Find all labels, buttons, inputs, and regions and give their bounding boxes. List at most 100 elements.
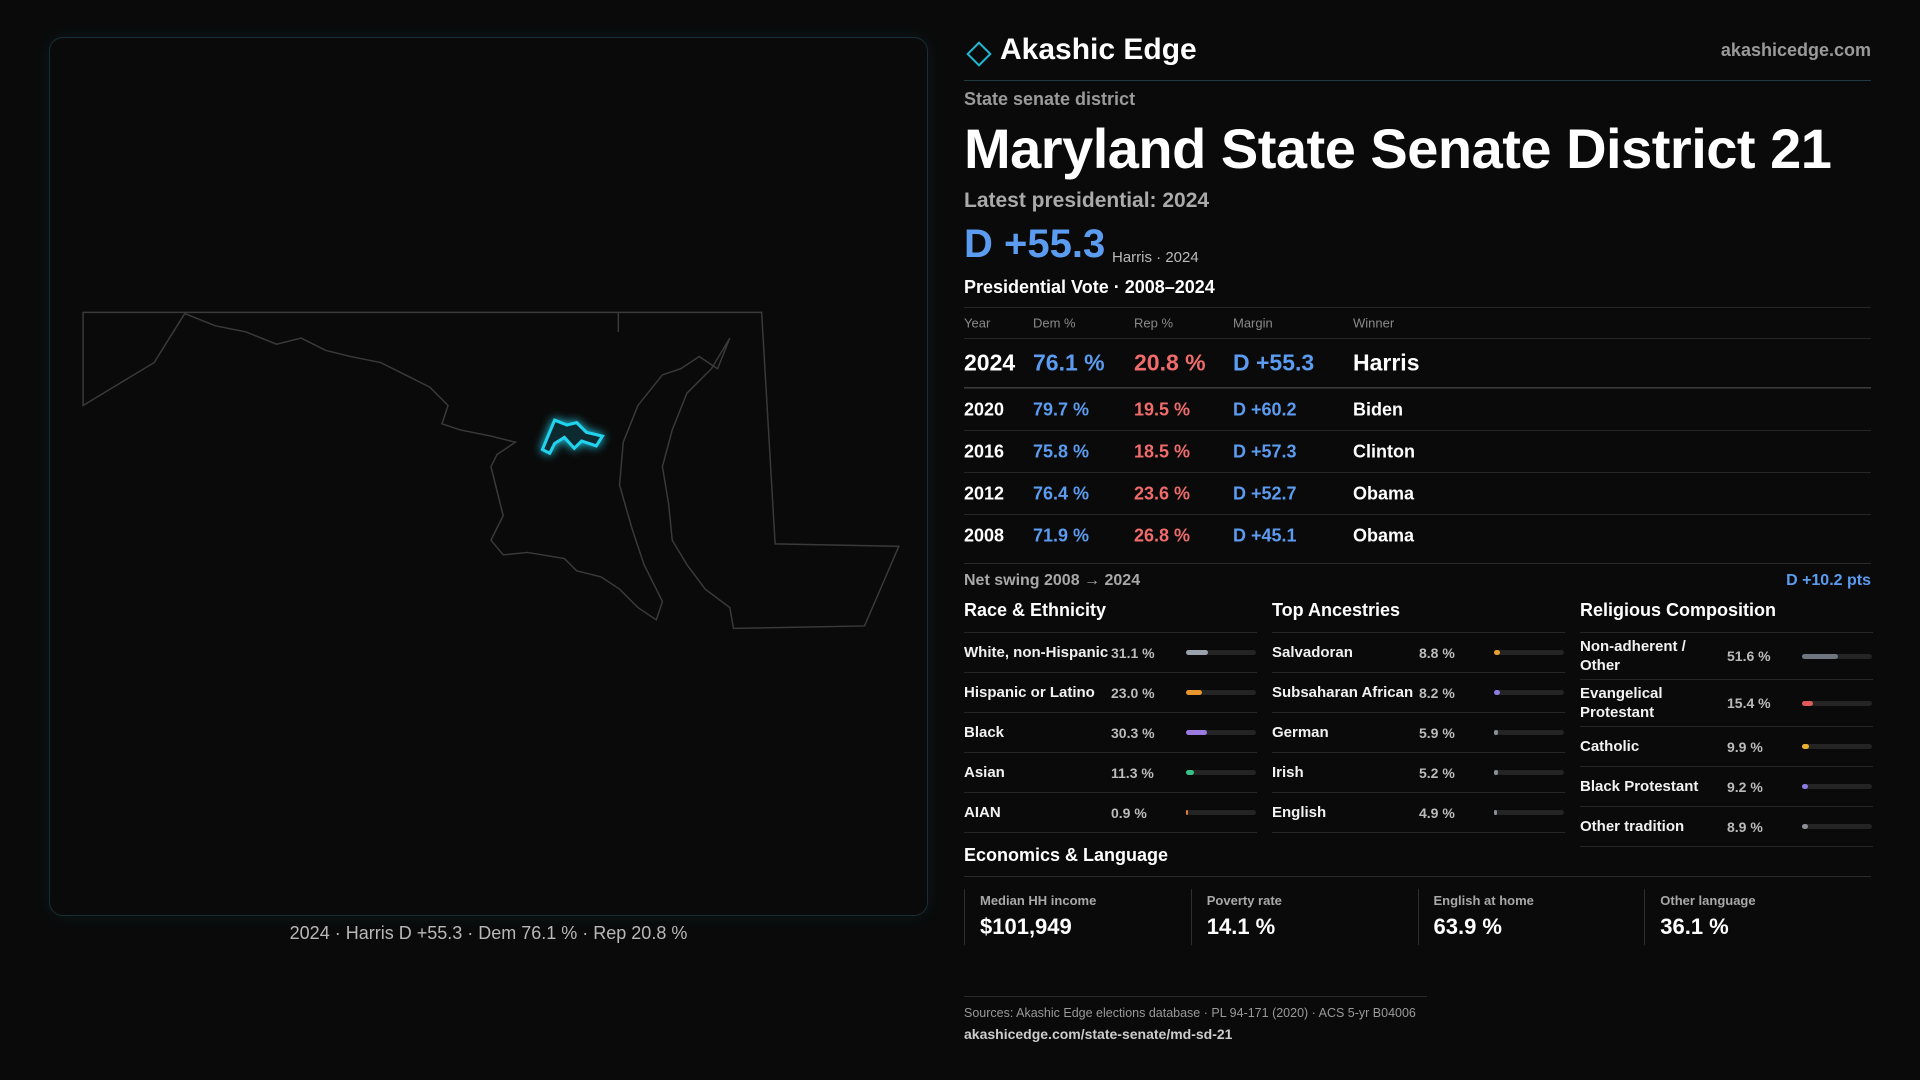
brand[interactable]: Akashic Edge: [1000, 33, 1197, 66]
item-row: Hispanic or Latino 23.0 %: [964, 673, 1257, 713]
table-row: 2020 79.7 % 19.5 % D +60.2 Biden: [964, 388, 1871, 430]
site-link[interactable]: akashicedge.com: [1720, 40, 1871, 60]
item-name: Hispanic or Latino: [964, 684, 1095, 701]
table-title: Presidential Vote · 2008–2024: [964, 277, 1215, 297]
item-row: German 5.9 %: [1272, 713, 1565, 753]
item-row: Salvadoran 8.8 %: [1272, 633, 1565, 673]
item-value: 0.9 %: [1111, 804, 1147, 821]
religion-block: Religious Composition Non-adherent / Othe…: [1580, 600, 1873, 847]
bar: [1186, 650, 1208, 655]
item-row: Black Protestant 9.2 %: [1580, 767, 1873, 807]
stat-label: English at home: [1433, 893, 1534, 908]
table-cell: 2016: [964, 441, 1005, 461]
bar-track: [1494, 770, 1564, 775]
table-cell: 23.6 %: [1134, 483, 1191, 503]
table-cell: Obama: [1353, 483, 1415, 503]
table-row: 2008 71.9 % 26.8 % D +45.1 Obama: [964, 514, 1871, 556]
map-panel: [49, 37, 928, 916]
item-row: Black 30.3 %: [964, 713, 1257, 753]
table-cell: 19.5 %: [1134, 399, 1191, 419]
district-shape: [540, 418, 605, 456]
item-name: German: [1272, 724, 1329, 741]
item-value: 9.2 %: [1727, 778, 1763, 795]
swing-label: Net swing 2008 → 2024: [964, 572, 1141, 589]
column-header: Year: [964, 315, 991, 331]
table-cell: D +55.3: [1233, 349, 1315, 376]
item-value: 31.1 %: [1111, 644, 1155, 661]
table-cell: D +52.7: [1233, 483, 1297, 503]
bar-track: [1186, 690, 1256, 695]
bar: [1494, 810, 1498, 815]
bar: [1186, 730, 1208, 735]
item-row: AIAN 0.9 %: [964, 793, 1257, 833]
bar-track: [1186, 730, 1256, 735]
item-value: 15.4 %: [1727, 695, 1771, 711]
bar-track: [1802, 784, 1872, 789]
bar-track: [1186, 650, 1256, 655]
bar-track: [1802, 653, 1872, 659]
source-url[interactable]: akashicedge.com/state-senate/md-sd-21: [964, 1026, 1233, 1042]
vote-table: Year Dem % Rep % Margin Winner 2024 76.1 % 20.8…: [964, 307, 1871, 556]
stat-value: 63.9 %: [1433, 914, 1503, 939]
table-cell: Biden: [1353, 399, 1404, 419]
item-row: Evangelical Protestant 15.4 %: [1580, 680, 1873, 727]
race-block: Race & Ethnicity White, non-Hispanic 31.1 …: [964, 600, 1257, 833]
column-header: Rep %: [1134, 315, 1174, 331]
bar: [1186, 690, 1203, 695]
bar-track: [1494, 690, 1564, 695]
bar: [1494, 770, 1498, 775]
stat-value: 36.1 %: [1660, 914, 1729, 939]
stat-card: Poverty rate 14.1 %: [1190, 889, 1418, 945]
stat-value: 14.1 %: [1206, 914, 1276, 939]
item-row: English 4.9 %: [1272, 793, 1565, 833]
item-name: Catholic: [1580, 738, 1640, 755]
table-cell: 76.1 %: [1033, 349, 1105, 376]
table-cell: D +57.3: [1233, 441, 1297, 461]
item-row: Asian 11.3 %: [964, 753, 1257, 793]
title: Maryland State Senate District 21: [964, 117, 1832, 180]
bar: [1494, 650, 1501, 655]
item-value: 5.9 %: [1419, 724, 1455, 741]
bar-track: [1186, 810, 1256, 815]
latest-label: Latest presidential: 2024: [964, 189, 1210, 212]
item-name: Subsaharan African: [1272, 684, 1414, 701]
bar-track: [1802, 744, 1872, 749]
item-name: Other tradition: [1580, 818, 1685, 835]
column-header: Margin: [1233, 315, 1273, 331]
column-header: Dem %: [1033, 315, 1076, 331]
ancestry-block: Top Ancestries Salvadoran 8.8 % Subsaharan …: [1272, 600, 1565, 833]
item-value: 51.6 %: [1727, 648, 1771, 664]
headline-note: Harris · 2024: [1112, 249, 1199, 266]
table-cell: Obama: [1353, 525, 1415, 545]
stat-value: $101,949: [980, 914, 1072, 939]
stat-card: Median HH income $101,949: [964, 889, 1191, 945]
state-outline: [82, 311, 900, 630]
bar-track: [1494, 810, 1564, 815]
swing-value: D +10.2 pts: [1786, 572, 1871, 589]
headline-margin: D +55.3: [964, 222, 1106, 266]
item-value: 8.9 %: [1727, 818, 1763, 835]
bar: [1802, 653, 1839, 659]
block-title: Race & Ethnicity: [964, 600, 1257, 633]
item-row: Catholic 9.9 %: [1580, 727, 1873, 767]
bar: [1802, 700, 1813, 706]
item-value: 5.2 %: [1419, 764, 1455, 781]
bar: [1802, 744, 1809, 749]
item-name: Asian: [964, 764, 1005, 781]
item-value: 4.9 %: [1419, 804, 1455, 821]
table-cell: 2020: [964, 399, 1005, 419]
item-row: Other tradition 8.9 %: [1580, 807, 1873, 847]
stat-label: Median HH income: [980, 893, 1097, 908]
bar-track: [1494, 730, 1564, 735]
kicker: State senate district: [964, 89, 1136, 109]
table-cell: 79.7 %: [1033, 399, 1090, 419]
item-name: Evangelical Protestant: [1580, 685, 1663, 721]
table-row: 2012 76.4 % 23.6 % D +52.7 Obama: [964, 472, 1871, 514]
item-value: 8.2 %: [1419, 684, 1455, 701]
bar-track: [1802, 824, 1872, 829]
item-row: Subsaharan African 8.2 %: [1272, 673, 1565, 713]
table-header: Year Dem % Rep % Margin Winner: [964, 307, 1871, 338]
table-cell: 2012: [964, 483, 1005, 503]
